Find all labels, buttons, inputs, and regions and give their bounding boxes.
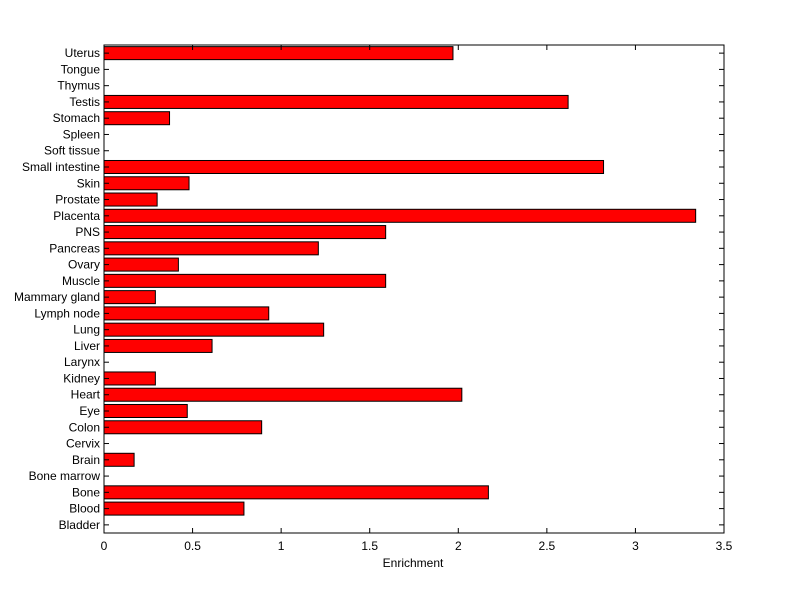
bar-kidney — [103, 371, 156, 386]
y-tick-label-liver: Liver — [74, 339, 100, 353]
y-tick-label-thymus: Thymus — [57, 79, 100, 93]
y-tick-label-blood: Blood — [69, 502, 100, 516]
bar-blood — [103, 501, 245, 516]
bar-small-intestine — [103, 159, 605, 175]
x-axis-title: Enrichment — [383, 556, 444, 570]
x-tick-label-6: 3 — [632, 539, 639, 553]
bar-prostate — [103, 192, 158, 207]
bar-uterus — [103, 46, 454, 61]
bar-pns — [103, 225, 387, 240]
y-tick-label-soft-tissue: Soft tissue — [44, 144, 100, 158]
x-tick-label-1: 0.5 — [184, 539, 201, 553]
x-tick-label-3: 1.5 — [361, 539, 378, 553]
bar-stomach — [103, 111, 171, 126]
bar-liver — [103, 338, 213, 353]
y-tick-label-placenta: Placenta — [53, 209, 100, 223]
y-tick-label-bone: Bone — [72, 485, 100, 499]
y-tick-label-pns: PNS — [75, 225, 100, 239]
bar-lymph-node — [103, 306, 270, 321]
bar-heart — [103, 387, 463, 402]
y-tick-label-eye: Eye — [79, 404, 100, 418]
y-tick-label-pancreas: Pancreas — [49, 241, 100, 255]
bar-mammary-gland — [103, 290, 156, 305]
x-tick-label-7: 3.5 — [716, 539, 733, 553]
bar-bone — [103, 485, 489, 500]
bar-colon — [103, 420, 263, 435]
bar-placenta — [103, 208, 697, 223]
bar-testis — [103, 94, 569, 109]
y-tick-label-ovary: Ovary — [68, 258, 100, 272]
y-tick-label-tongue: Tongue — [61, 62, 101, 76]
y-tick-label-skin: Skin — [77, 176, 100, 190]
y-tick-label-small-intestine: Small intestine — [22, 160, 100, 174]
y-tick-label-bone-marrow: Bone marrow — [29, 469, 101, 483]
y-tick-label-larynx: Larynx — [64, 355, 100, 369]
bar-ovary — [103, 257, 179, 272]
y-tick-label-mammary-gland: Mammary gland — [14, 290, 100, 304]
y-tick-label-cervix: Cervix — [66, 437, 100, 451]
x-tick-label-2: 1 — [278, 539, 285, 553]
plot-area-frame — [103, 44, 725, 534]
y-tick-label-testis: Testis — [69, 95, 100, 109]
y-tick-label-prostate: Prostate — [55, 193, 100, 207]
y-tick-label-spleen: Spleen — [63, 127, 100, 141]
y-tick-label-brain: Brain — [72, 453, 100, 467]
bar-pancreas — [103, 241, 319, 256]
y-tick-label-stomach: Stomach — [53, 111, 100, 125]
bar-muscle — [103, 273, 387, 288]
x-tick-label-0: 0 — [101, 539, 108, 553]
bar-eye — [103, 403, 188, 418]
ticks: Bladder Blood Bone Bone marrow Brain Cervix Co… — [14, 45, 733, 553]
y-tick-label-kidney: Kidney — [63, 371, 100, 385]
bar-lung — [103, 322, 325, 337]
x-tick-label-4: 2 — [455, 539, 462, 553]
y-tick-label-bladder: Bladder — [59, 518, 100, 532]
y-tick-label-heart: Heart — [71, 388, 101, 402]
y-tick-label-lung: Lung — [73, 323, 100, 337]
y-tick-label-uterus: Uterus — [65, 46, 100, 60]
bar-skin — [103, 176, 190, 191]
y-tick-label-muscle: Muscle — [62, 274, 100, 288]
y-tick-label-lymph-node: Lymph node — [34, 306, 100, 320]
x-tick-label-5: 2.5 — [539, 539, 556, 553]
y-tick-label-colon: Colon — [69, 420, 100, 434]
